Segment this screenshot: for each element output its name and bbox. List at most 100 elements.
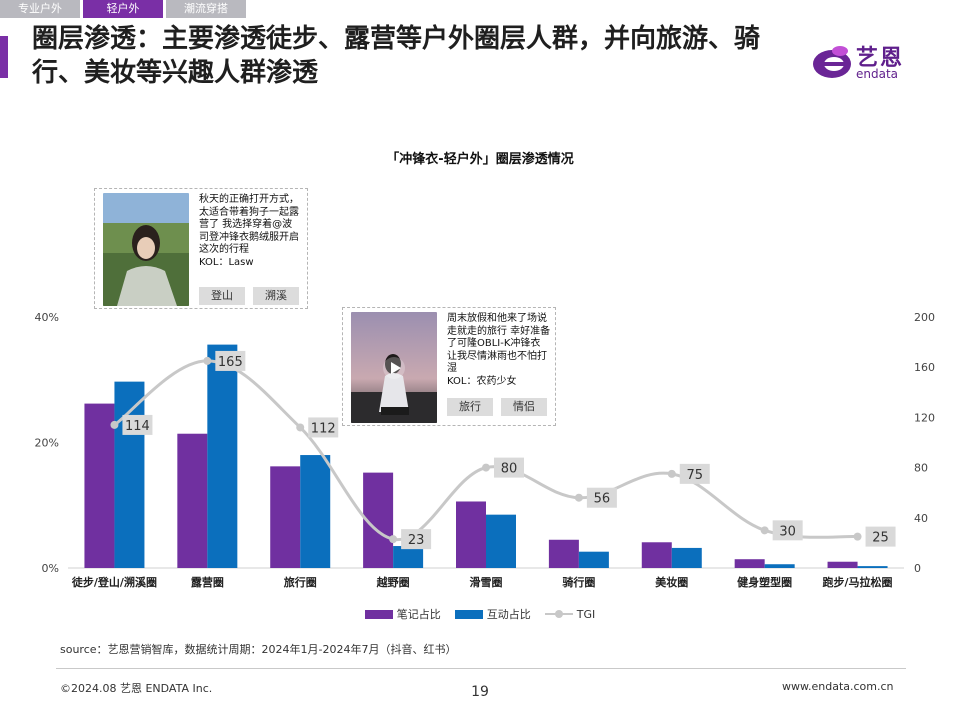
bar-notes-6[interactable] — [641, 542, 672, 568]
bar-interact-0[interactable] — [114, 381, 145, 568]
tgi-point-1[interactable] — [203, 356, 212, 365]
post-caption-1: 秋天的正确打开方式，太适合带着狗子一起露营了 我选择穿着@波司登冲锋衣鹅绒服开启… — [199, 194, 299, 255]
post-card-1[interactable]: 秋天的正确打开方式，太适合带着狗子一起露营了 我选择穿着@波司登冲锋衣鹅绒服开启… — [94, 188, 308, 309]
legend-item-tgi[interactable]: TGI — [544, 606, 596, 622]
tab-pro-outdoor[interactable]: 专业户外 — [0, 0, 80, 18]
tgi-data-label-7: 30 — [779, 524, 796, 539]
legend-swatch-notes — [364, 609, 393, 619]
y-right-tick-label: 40 — [914, 512, 928, 525]
bar-interact-2[interactable] — [300, 455, 331, 568]
y-left-tick-label: 20% — [35, 437, 59, 450]
y-right-tick-label: 200 — [914, 311, 935, 324]
post-kol-2: KOL：农药少女 — [447, 375, 517, 387]
tgi-point-8[interactable] — [853, 532, 862, 541]
tab-street-style[interactable]: 潮流穿搭 — [166, 0, 246, 18]
bar-interact-6[interactable] — [671, 547, 702, 568]
tab-light-outdoor[interactable]: 轻户外 — [83, 0, 163, 18]
y-right-tick-label: 0 — [914, 562, 921, 575]
tgi-data-label-4: 80 — [501, 462, 518, 477]
post-caption-2: 周末放假和他来了场说走就走的旅行 幸好准备了可隆OBLI-K冲锋衣 让我尽情淋雨… — [447, 313, 551, 374]
logo-text-cn: 艺恩 — [856, 46, 905, 71]
bar-notes-8[interactable] — [827, 561, 858, 568]
tgi-point-0[interactable] — [110, 420, 119, 429]
tgi-label-box-8 — [865, 526, 896, 547]
x-tick-label-1: 露营圈 — [191, 575, 224, 589]
bar-notes-5[interactable] — [548, 539, 579, 568]
chart-area: 0% 20% 40% 0 40 80 120 160 200 114 165 112 23 80 56 7… — [35, 311, 935, 589]
legend-label-interact: 互动占比 — [486, 608, 531, 621]
post-tag-1b[interactable]: 溯溪 — [253, 287, 299, 305]
post-tag-1a[interactable]: 登山 — [199, 287, 245, 305]
y-right-tick-label: 160 — [914, 361, 935, 374]
post-card-2[interactable]: 周末放假和他来了场说走就走的旅行 幸好准备了可隆OBLI-K冲锋衣 让我尽情淋雨… — [342, 307, 556, 426]
y-left-tick-label: 0% — [42, 562, 59, 575]
y-right-tick-label: 120 — [914, 411, 935, 424]
tgi-label-box-1 — [215, 350, 246, 371]
page-number: 19 — [471, 684, 489, 700]
x-tick-label-5: 骑行圈 — [562, 575, 595, 589]
tgi-point-3[interactable] — [389, 535, 398, 544]
x-tick-label-7: 健身塑型圈 — [737, 575, 792, 589]
post-tag-2a[interactable]: 旅行 — [447, 398, 493, 416]
tgi-data-label-1: 165 — [218, 355, 243, 370]
tgi-data-label-5: 56 — [594, 492, 611, 507]
tab-bar: 专业户外 轻户外 潮流穿搭 — [0, 0, 246, 18]
y-right-tick-label: 80 — [914, 462, 928, 475]
tgi-point-6[interactable] — [667, 469, 676, 478]
legend-label-notes: 笔记占比 — [396, 608, 441, 621]
chart-legend: 笔记占比 互动占比 TGI — [0, 606, 960, 622]
tgi-label-box-0 — [122, 414, 153, 435]
legend-swatch-tgi — [544, 610, 573, 618]
page-title: 圈层渗透：主要渗透徒步、露营等户外圈层人群，并向旅游、骑行、美妆等兴趣人群渗透 — [32, 24, 761, 88]
bar-interact-8[interactable] — [857, 566, 888, 568]
footer-divider — [56, 668, 906, 669]
chart-title: 「冲锋衣-轻户外」圈层渗透情况 — [386, 152, 574, 167]
bar-notes-0[interactable] — [84, 403, 115, 568]
post-text-1: 秋天的正确打开方式，太适合带着狗子一起露营了 我选择穿着@波司登冲锋衣鹅绒服开启… — [199, 194, 299, 269]
source-note: source：艺恩营销智库，数据统计周期：2024年1月-2024年7月（抖音、… — [60, 643, 457, 656]
legend-label-tgi: TGI — [576, 607, 596, 621]
bar-notes-1[interactable] — [177, 433, 208, 568]
tgi-data-label-8: 25 — [872, 531, 889, 546]
tgi-point-5[interactable] — [574, 493, 583, 502]
bar-notes-4[interactable] — [456, 501, 486, 568]
post-text-2: 周末放假和他来了场说走就走的旅行 幸好准备了可隆OBLI-K冲锋衣 让我尽情淋雨… — [447, 313, 551, 388]
x-tick-label-8: 跑步/马拉松圈 — [823, 575, 893, 589]
bar-interact-5[interactable] — [578, 551, 609, 568]
bar-interact-1[interactable] — [207, 344, 238, 568]
logo-text-en: endata — [856, 67, 899, 81]
play-icon[interactable] — [383, 357, 405, 379]
bar-interact-4[interactable] — [486, 514, 516, 568]
tgi-data-label-2: 112 — [311, 421, 336, 436]
bar-interact-7[interactable] — [764, 564, 795, 568]
footer-copyright: ©2024.08 艺恩 ENDATA Inc. — [60, 682, 213, 695]
legend-item-notes[interactable]: 笔记占比 — [364, 606, 441, 622]
post-photo-2 — [351, 312, 437, 423]
tgi-data-label-3: 23 — [408, 533, 425, 548]
x-tick-label-0: 徒步/登山/溯溪圈 — [71, 575, 157, 589]
x-tick-label-3: 越野圈 — [376, 575, 410, 589]
tgi-label-box-7 — [772, 520, 803, 541]
footer-website[interactable]: www.endata.com.cn — [782, 680, 894, 693]
bar-notes-7[interactable] — [734, 559, 765, 568]
tgi-label-box-3 — [401, 529, 432, 550]
tgi-label-box-4 — [494, 457, 524, 478]
tgi-point-4[interactable] — [482, 463, 490, 472]
bar-interact-3[interactable] — [393, 546, 424, 568]
x-tick-label-2: 旅行圈 — [284, 575, 317, 589]
y-left-tick-label: 40% — [35, 311, 59, 324]
x-tick-label-6: 美妆圈 — [655, 575, 688, 589]
post-tag-2b[interactable]: 情侣 — [501, 398, 547, 416]
tgi-label-box-6 — [679, 463, 710, 484]
tgi-point-2[interactable] — [296, 423, 305, 432]
bar-notes-2[interactable] — [270, 466, 301, 568]
tgi-data-label-0: 114 — [125, 419, 150, 434]
post-kol-1: KOL：Lasw — [199, 256, 254, 268]
legend-swatch-interact — [454, 609, 483, 619]
endata-logo: 艺恩 endata — [812, 40, 932, 84]
title-accent-bar — [0, 36, 8, 78]
endata-logo-icon — [813, 46, 851, 78]
legend-item-interact[interactable]: 互动占比 — [454, 606, 531, 622]
tgi-label-box-2 — [308, 417, 339, 438]
tgi-point-7[interactable] — [760, 526, 769, 535]
